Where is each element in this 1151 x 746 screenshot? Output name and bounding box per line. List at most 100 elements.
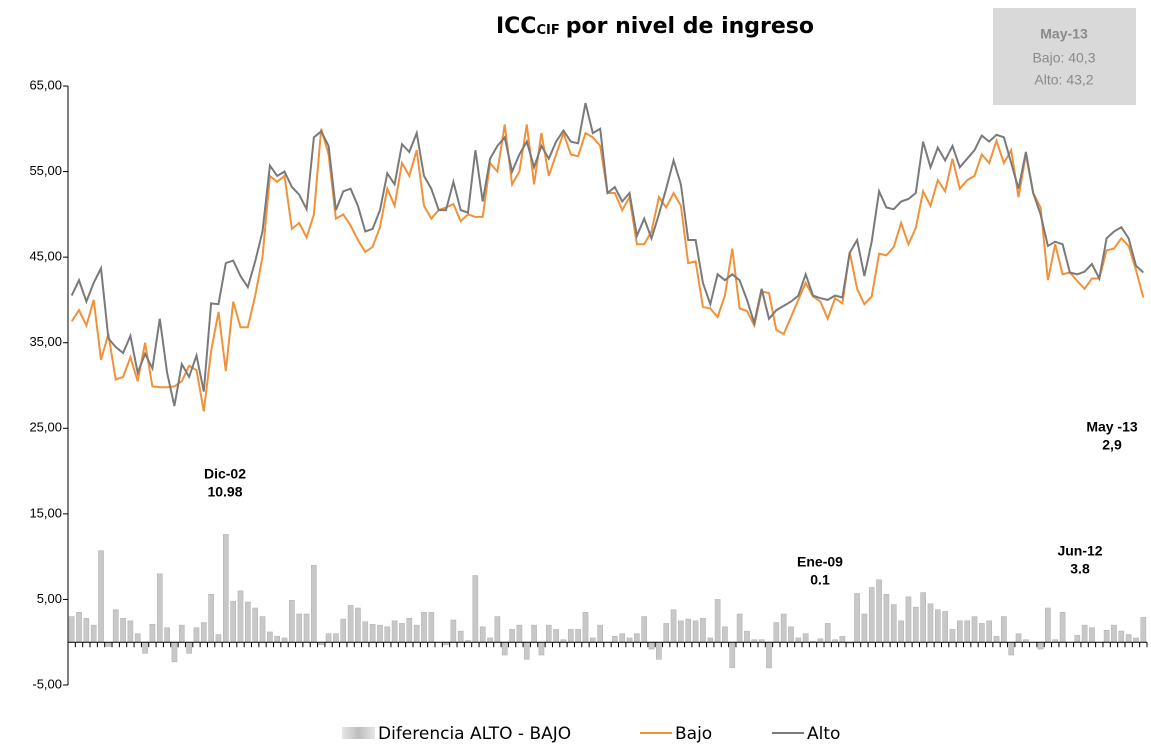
y-tick-label: 25,00 [29, 420, 62, 435]
bar [927, 603, 934, 643]
bar [795, 637, 802, 643]
bar [1059, 612, 1066, 643]
annotation: Dic-02 [204, 466, 246, 482]
bar [237, 590, 244, 643]
line [70, 124, 1145, 412]
bar [377, 624, 383, 643]
bar [120, 618, 126, 643]
bar [384, 626, 391, 643]
bar [472, 575, 479, 643]
title-subscript: CIF [536, 23, 559, 38]
bar [626, 637, 633, 643]
bar [281, 637, 288, 643]
bar [839, 635, 846, 643]
bar [824, 623, 831, 643]
bar [1037, 641, 1044, 650]
chart-title: ICCCIF por nivel de ingreso [496, 14, 814, 39]
bar [634, 633, 640, 643]
bar [678, 620, 684, 643]
annotation: 3.8 [1070, 561, 1090, 577]
bar [127, 620, 134, 643]
annotation: Jun-12 [1057, 543, 1102, 559]
bar [215, 634, 222, 643]
bar [1045, 607, 1051, 643]
bar [692, 620, 699, 643]
bar [156, 573, 163, 643]
bar [509, 629, 515, 643]
annotation: Ene-09 [797, 554, 843, 570]
bar [494, 616, 501, 643]
bar [1015, 633, 1022, 643]
bar [582, 612, 589, 643]
bar [523, 641, 530, 660]
bar [986, 620, 993, 643]
bar [428, 612, 435, 643]
bar [670, 609, 677, 643]
bar [259, 616, 266, 643]
bar [200, 622, 207, 643]
bar [501, 641, 508, 656]
bar [817, 638, 824, 643]
legend-swatch [342, 727, 375, 739]
legend-label: Diferencia ALTO - BAJO [378, 724, 571, 744]
bar [641, 616, 648, 643]
bar [780, 613, 787, 643]
bar [567, 629, 574, 643]
info-line: May-13 [1040, 26, 1088, 42]
info-box [993, 8, 1136, 105]
bar [656, 641, 662, 660]
bar [193, 627, 200, 643]
line [70, 102, 1144, 407]
bar [538, 641, 545, 656]
bar [230, 600, 236, 643]
bar [1125, 634, 1132, 643]
annotation: 2,9 [1102, 437, 1122, 453]
bar [575, 629, 581, 643]
bar [1081, 624, 1088, 643]
bar [1001, 616, 1007, 643]
info-line: Alto: 43,2 [1034, 72, 1093, 88]
bar [802, 633, 809, 643]
bar [1133, 637, 1139, 643]
bar [1111, 624, 1117, 643]
bar [545, 624, 552, 643]
bar [920, 592, 926, 643]
bar [957, 620, 963, 643]
bar [942, 611, 948, 643]
bar [685, 618, 692, 643]
bar [773, 622, 780, 643]
bar [964, 620, 970, 643]
bar [861, 613, 868, 643]
bar [597, 624, 603, 643]
bar [68, 616, 75, 643]
bar [303, 613, 310, 643]
bar [222, 534, 229, 643]
bar [854, 593, 860, 643]
bar [487, 637, 493, 643]
y-tick-label: 15,00 [29, 505, 62, 520]
bar [912, 606, 919, 643]
bar [90, 624, 97, 643]
bar [553, 629, 559, 643]
y-tick-label: 65,00 [29, 77, 62, 92]
bar [134, 633, 141, 643]
bar [347, 605, 354, 643]
bar [208, 594, 214, 643]
bar [890, 604, 897, 643]
bar [76, 612, 82, 643]
bar [479, 626, 486, 643]
bar [311, 564, 317, 643]
bar [1103, 629, 1110, 643]
bar [391, 620, 398, 643]
y-tick-label: 55,00 [29, 163, 62, 178]
bar [362, 621, 369, 643]
bar [421, 612, 427, 643]
bar [1074, 635, 1081, 643]
bar [399, 623, 405, 643]
bar [325, 633, 332, 643]
bar [707, 637, 714, 643]
bar [457, 630, 464, 643]
bar [612, 635, 618, 643]
bar [171, 641, 178, 663]
bar [355, 607, 361, 643]
